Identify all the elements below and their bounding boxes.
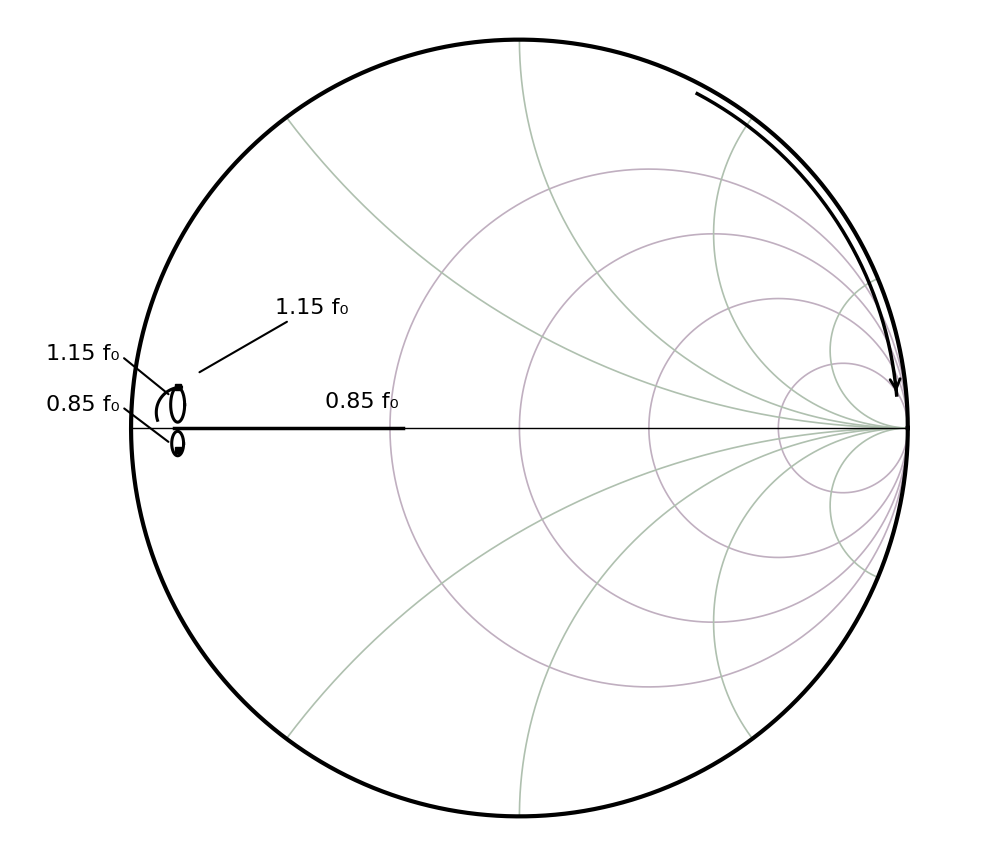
Text: 1.15 f₀: 1.15 f₀ (46, 344, 169, 395)
Text: 0.85 f₀: 0.85 f₀ (325, 392, 399, 413)
Text: 0.85 f₀: 0.85 f₀ (46, 395, 168, 442)
Text: 1.15 f₀: 1.15 f₀ (199, 298, 348, 372)
